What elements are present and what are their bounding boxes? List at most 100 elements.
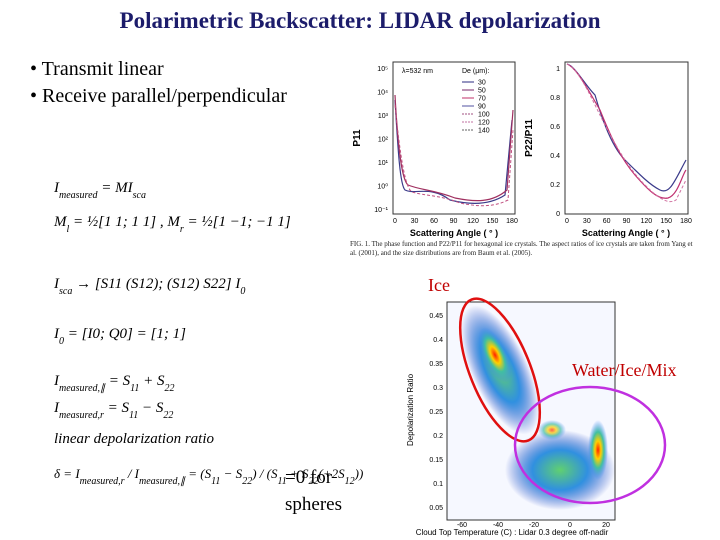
y-tick-label: 0.2 [550, 182, 560, 189]
equation-part: = [I0; Q0] = [1; 1] [64, 326, 186, 342]
annotation: Ice [428, 275, 450, 295]
caption-box: FIG. 1. The phase function and P22/P11 f… [350, 240, 693, 257]
equation-part: I [53, 400, 60, 416]
equation-subscript: 22 [309, 476, 319, 487]
equation-part: I [53, 373, 60, 389]
annotation: spheres [285, 494, 342, 515]
x-tick-label: 90 [623, 218, 631, 225]
curve [566, 63, 687, 192]
legend-label: 120 [478, 120, 490, 127]
y-tick-label: 0.3 [433, 385, 443, 392]
equation-part: I [53, 180, 60, 196]
annotation: =0 for [285, 467, 333, 488]
x-tick-label: 120 [467, 218, 479, 225]
plot-frame [392, 61, 516, 215]
equation-subscript: l [67, 224, 70, 235]
caption: FIG. 1. The phase function and P22/P11 f… [350, 240, 693, 257]
y-axis-label: P11 [352, 129, 363, 147]
bullet-text: Transmit linear [42, 58, 164, 80]
equation-part: = ½[1 −1; −1 1] [184, 214, 291, 230]
x-tick-label: 0 [393, 218, 397, 225]
curve [394, 104, 514, 207]
legend-label: 70 [478, 96, 486, 103]
equation-part: − S [220, 466, 242, 481]
x-tick-label: -20 [529, 522, 539, 529]
equation-subscript: measured,∥ [59, 383, 106, 394]
equation-subscript: 11 [129, 410, 138, 421]
x-tick-label: 20 [602, 522, 610, 529]
annotation: Water/Ice/Mix [572, 360, 677, 380]
equation-subscript: 11 [277, 476, 286, 487]
equation: I0 = [I0; Q0] = [1; 1] [53, 326, 186, 347]
equation: linear depolarization ratio [54, 431, 215, 447]
equation-part: = (S [185, 466, 212, 481]
equation-part: = ½[1 1; 1 1] , M [69, 214, 181, 230]
density [588, 420, 608, 480]
equation-part: δ = I [54, 466, 80, 481]
equation-part: = S [104, 400, 130, 416]
equation-subscript: 11 [130, 383, 139, 394]
equation-subscript: 0 [240, 286, 245, 297]
slide-title: Polarimetric Backscatter: LIDAR depolari… [120, 8, 601, 33]
equation-part: ) / (S [251, 466, 278, 481]
y-tick-label: 0.1 [433, 481, 443, 488]
y-tick-label: 0.8 [550, 95, 560, 102]
y-tick-label: 0.45 [429, 313, 443, 320]
x-axis-label: Scattering Angle ( ° ) [410, 228, 498, 238]
y-tick-label: 0.05 [429, 505, 443, 512]
x-tick-label: 120 [640, 218, 652, 225]
bullet-text: Receive parallel/perpendicular [42, 85, 287, 107]
equation: Imeasured,r = S11 − S22 [53, 400, 173, 421]
legend-title: De (μm): [462, 68, 489, 75]
equation-subscript: 22 [165, 383, 175, 394]
y-tick-label: 0.6 [550, 124, 560, 131]
curve [566, 63, 687, 199]
y-tick-label: 0.15 [429, 457, 443, 464]
x-tick-label: 90 [450, 218, 458, 225]
equation-subscript: 0 [59, 336, 64, 347]
x-tick-label: 60 [603, 218, 611, 225]
equation-subscript: measured,r [80, 476, 125, 487]
plot-frame [564, 61, 689, 215]
x-tick-label: 30 [411, 218, 419, 225]
equation-part: − S [138, 400, 164, 416]
x-axis-label: Scattering Angle ( ° ) [582, 228, 670, 238]
equation-part: M [53, 214, 68, 230]
mix-ellipse [513, 385, 667, 505]
y-tick-label: 0.25 [429, 409, 443, 416]
equation-subscript: 22 [242, 476, 252, 487]
curve [566, 63, 687, 203]
y-tick-label: 10² [378, 137, 389, 144]
ice-ellipse [458, 297, 542, 443]
legend-label: 100 [478, 112, 490, 119]
y-tick-label: 10¹ [378, 160, 389, 167]
equation-subscript: measured,r [59, 410, 104, 421]
y-tick-label: 0.2 [433, 433, 443, 440]
equation: Imeasured = MIsca [53, 180, 146, 201]
density [538, 420, 566, 440]
equation-part: = MI [98, 180, 134, 196]
y-tick-label: 10⁻¹ [374, 207, 388, 214]
y-tick-label: 10⁴ [377, 90, 388, 97]
y-tick-label: 0.4 [550, 153, 560, 160]
equation-part: )) [354, 466, 364, 481]
equation-subscript: sca [133, 190, 146, 201]
bullet: • Receive parallel/perpendicular [30, 85, 287, 107]
x-tick-label: 60 [430, 218, 438, 225]
equation: Imeasured,∥ = S11 + S22 [53, 373, 175, 394]
equation-subscript: measured,∥ [139, 476, 186, 487]
y-tick-label: 0 [556, 211, 560, 218]
equation-subscript: 22 [163, 410, 173, 421]
equation-subscript: measured [59, 190, 99, 201]
x-tick-label: -60 [457, 522, 467, 529]
x-tick-label: 180 [680, 218, 692, 225]
y-axis-label: Depolarization Ratio [406, 373, 415, 446]
equation-part: → [S11 (S12); (S12) S22] I [72, 276, 241, 292]
x-tick-label: 0 [568, 522, 572, 529]
equation: δ = Imeasured,r / Imeasured,∥ = (S11 − S… [54, 466, 363, 487]
